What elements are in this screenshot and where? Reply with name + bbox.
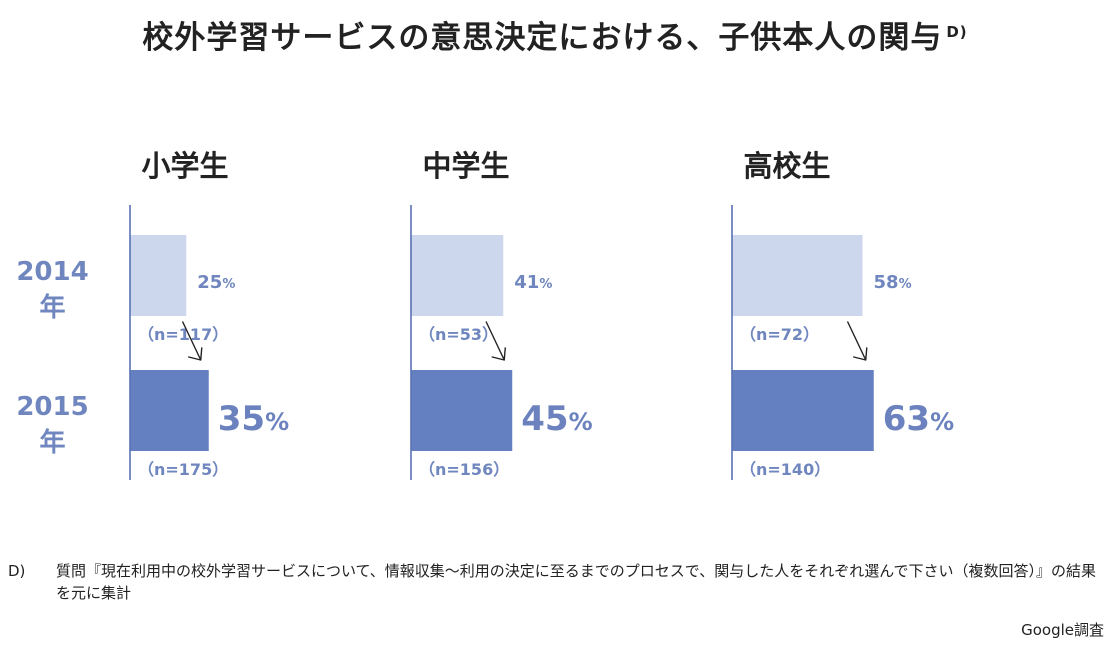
value-label-2014-elementary: 25%	[197, 272, 235, 293]
y-label-2014: 2014 年	[16, 257, 89, 323]
value-label-2015-high-school: 63%	[883, 399, 954, 439]
value-label-2015-elementary: 35%	[218, 399, 289, 439]
panel-title-junior-high: 中学生	[422, 149, 509, 183]
trend-arrow-junior-high	[485, 321, 506, 361]
sample-size-2015-high-school: （n=140）	[740, 460, 830, 479]
value-label-2014-high-school: 58%	[874, 272, 912, 293]
chart-title: 校外学習サービスの意思決定における、子供本人の関与 D)	[0, 12, 1110, 57]
trend-arrow-high-school	[847, 321, 868, 361]
source-label: Google調査	[1021, 621, 1104, 639]
bar-2015-junior-high	[411, 370, 513, 451]
panel-title-elementary: 小学生	[141, 149, 228, 183]
panel-title-high-school: 高校生	[743, 149, 830, 183]
bar-chart: 小学生 25% 35% （n=117） （n=175） 中学生 41% 45% （n=53） （n…	[129, 149, 954, 480]
bar-2014-elementary	[130, 235, 187, 316]
sample-size-2014-high-school: （n=72）	[740, 325, 819, 344]
bar-2014-high-school	[732, 235, 863, 316]
footnote-text: 質問『現在利用中の校外学習サービスについて、情報収集～利用の決定に至るまでのプロ…	[56, 562, 1096, 602]
footnote: D) 質問『現在利用中の校外学習サービスについて、情報収集～利用の決定に至るまで…	[8, 560, 1108, 604]
title-note: D)	[946, 22, 968, 41]
value-label-2014-junior-high: 41%	[514, 272, 552, 293]
y-label-2015: 2015 年	[16, 392, 89, 458]
sample-size-2015-elementary: （n=175）	[138, 460, 228, 479]
bar-2015-elementary	[130, 370, 209, 451]
sample-size-2015-junior-high: （n=156）	[419, 460, 509, 479]
trend-arrow-elementary	[182, 321, 203, 361]
bar-2014-junior-high	[411, 235, 504, 316]
bar-2015-high-school	[732, 370, 874, 451]
chart-title-text: 校外学習サービスの意思決定における、子供本人の関与	[142, 20, 943, 56]
footnote-mark: D)	[8, 562, 26, 580]
sample-size-2014-elementary: （n=117）	[138, 325, 228, 344]
value-label-2015-junior-high: 45%	[521, 399, 592, 439]
sample-size-2014-junior-high: （n=53）	[419, 325, 498, 344]
